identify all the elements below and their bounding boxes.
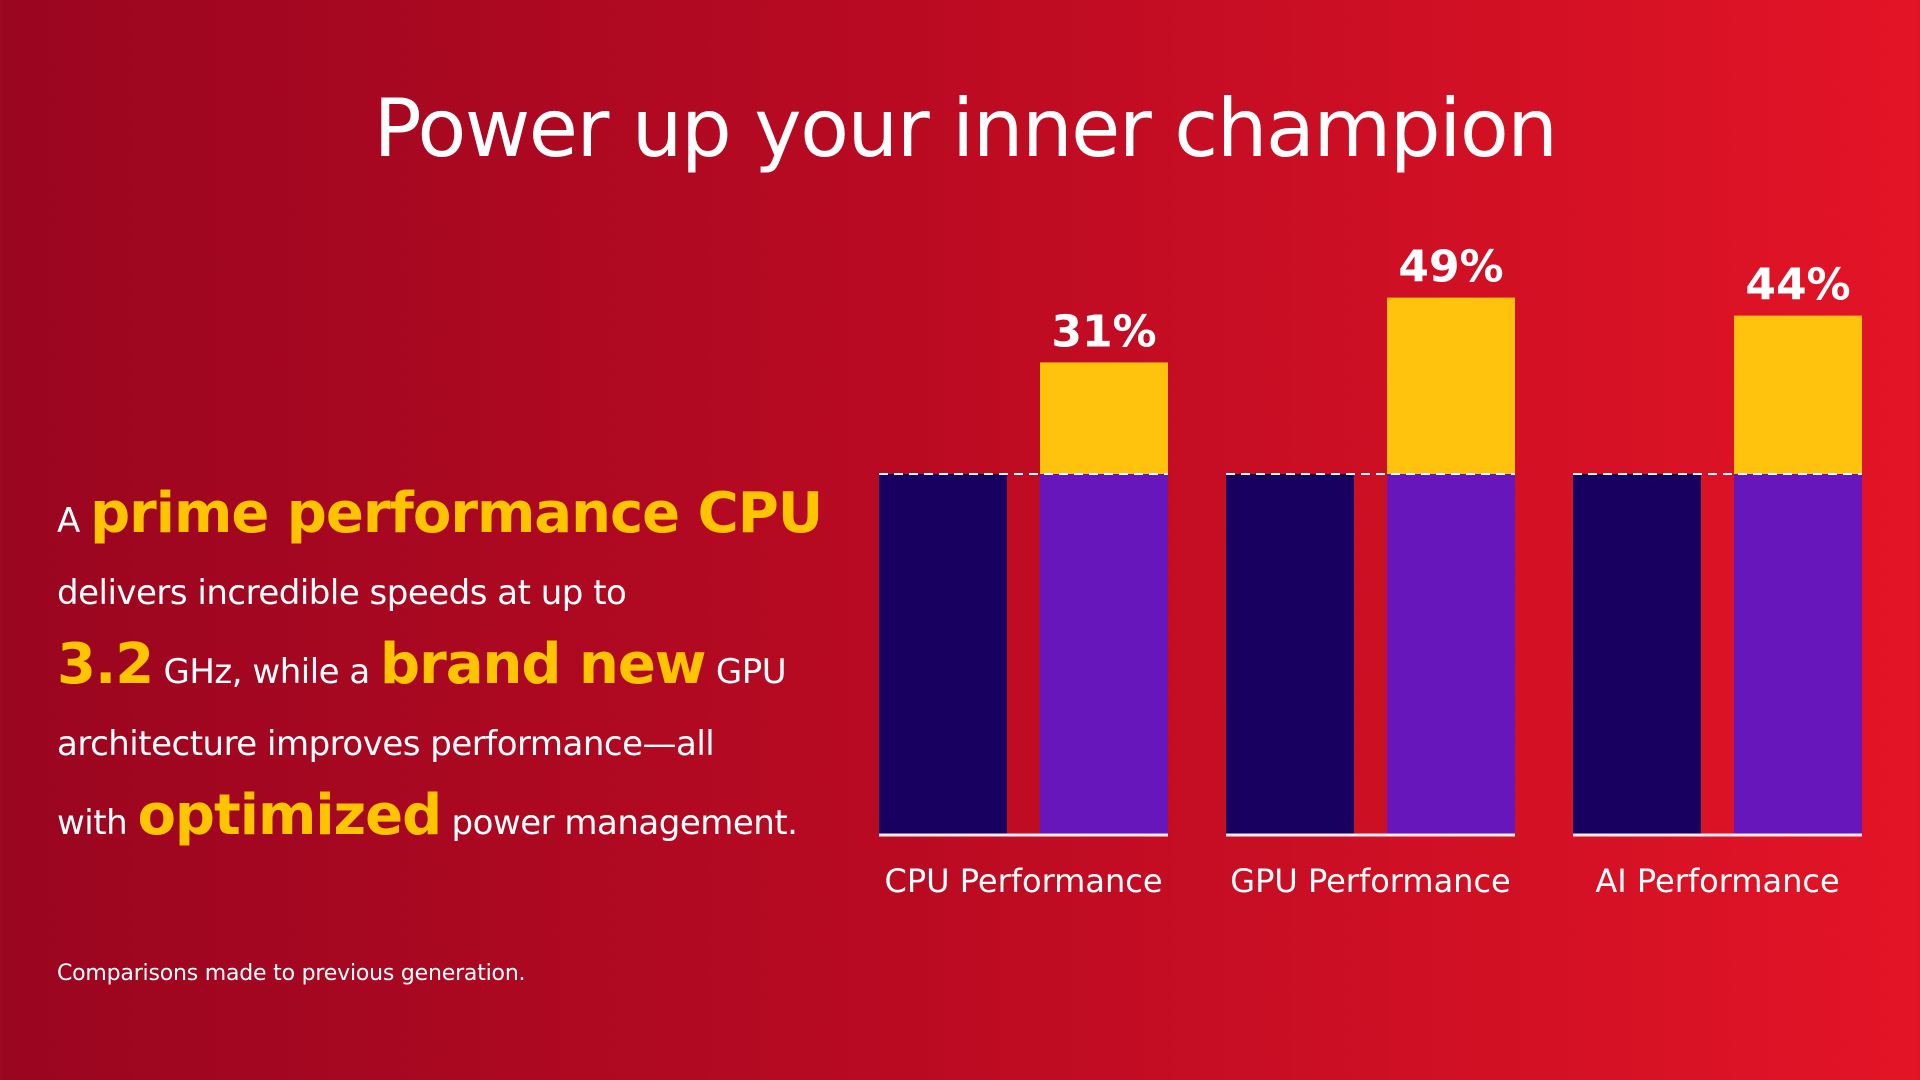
footnote: Comparisons made to previous generation. bbox=[57, 961, 526, 986]
bar-gain bbox=[1387, 297, 1515, 474]
copy-line-2: delivers incredible speeds at up to bbox=[57, 557, 857, 629]
copy-line-4: architecture improves performance—all bbox=[57, 708, 857, 780]
highlight-prime-cpu: prime performance CPU bbox=[90, 481, 823, 546]
highlight-brand-new: brand new bbox=[380, 632, 707, 697]
copy-text: A bbox=[57, 501, 80, 541]
bar-previous-gen bbox=[1226, 474, 1354, 834]
bar-gain bbox=[1040, 362, 1168, 474]
copy-text: GPU bbox=[715, 652, 787, 692]
bar-new-gen bbox=[1734, 474, 1862, 834]
copy-line-1: A prime performance CPU bbox=[57, 478, 857, 557]
copy-line-3: 3.2 GHz, while a brand new GPU bbox=[57, 629, 857, 708]
copy-line-5: with optimized power management. bbox=[57, 780, 857, 859]
bar-previous-gen bbox=[879, 474, 1007, 834]
category-label: AI Performance bbox=[1595, 862, 1839, 900]
copy-text: power management. bbox=[451, 803, 798, 843]
page-title: Power up your inner champion bbox=[373, 82, 1559, 175]
bar-previous-gen bbox=[1573, 474, 1701, 834]
bar-gain bbox=[1734, 315, 1862, 474]
category-label: GPU Performance bbox=[1230, 862, 1510, 900]
bar-new-gen bbox=[1040, 474, 1168, 834]
category-label: CPU Performance bbox=[884, 862, 1162, 900]
data-label: 31% bbox=[1051, 306, 1156, 357]
highlight-optimized: optimized bbox=[137, 783, 442, 848]
feature-copy: A prime performance CPU delivers incredi… bbox=[57, 478, 857, 859]
copy-text: architecture improves performance—all bbox=[57, 724, 715, 764]
bar-new-gen bbox=[1387, 474, 1515, 834]
highlight-ghz: 3.2 bbox=[57, 632, 154, 697]
copy-text: GHz, while a bbox=[163, 652, 371, 692]
data-label: 49% bbox=[1398, 242, 1503, 293]
copy-text: with bbox=[57, 803, 128, 843]
copy-text: delivers incredible speeds at up to bbox=[57, 573, 627, 613]
data-label: 44% bbox=[1745, 260, 1850, 311]
